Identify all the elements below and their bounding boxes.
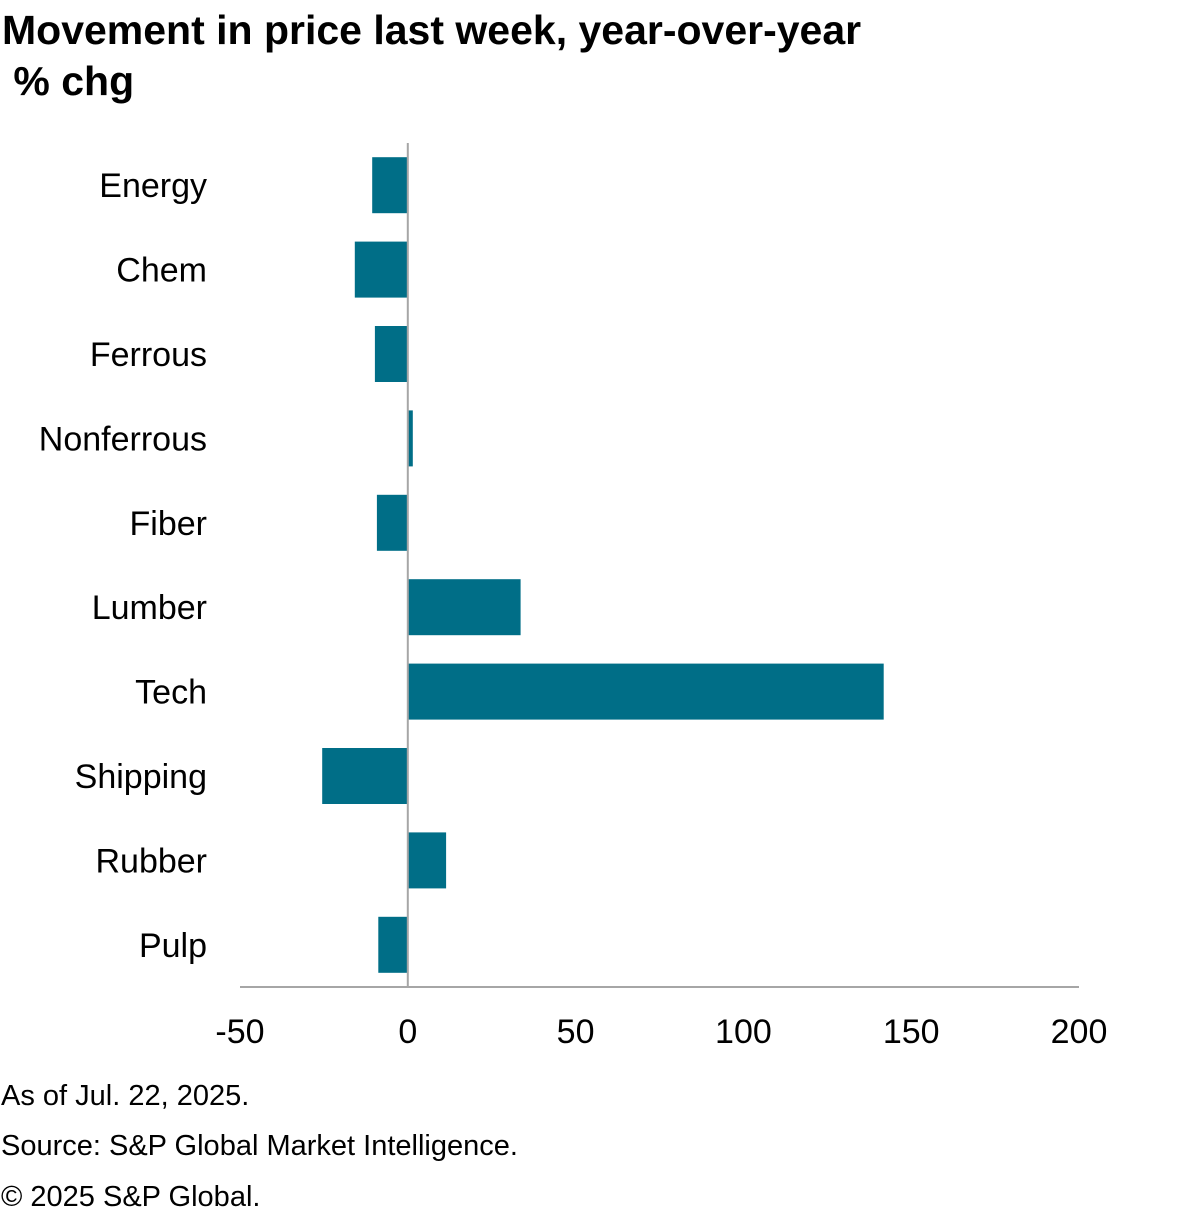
bar-tech (407, 663, 884, 720)
category-label: Pulp (139, 927, 207, 965)
x-tick-label: 100 (715, 1013, 772, 1051)
bar-shipping (322, 748, 408, 804)
bar-fiber (376, 494, 408, 551)
bar-chem (354, 241, 408, 298)
category-label: Lumber (92, 589, 207, 627)
bar-chart: Energy Chem Ferrous Nonferrous Fiber Lumber Te… (39, 143, 1108, 1051)
bar-energy (372, 157, 408, 214)
category-label: Tech (135, 674, 207, 712)
bar-pulp (378, 916, 408, 973)
category-label: Ferrous (90, 336, 207, 374)
x-tick-label: 0 (398, 1013, 417, 1051)
bar-rubber (407, 832, 447, 889)
copyright-note: © 2025 S&P Global. (1, 1181, 261, 1213)
category-label: Fiber (130, 505, 207, 543)
bar-ferrous (374, 326, 408, 382)
source-note: Source: S&P Global Market Intelligence. (1, 1130, 518, 1162)
chart-title: Movement in price last week, year-over-y… (2, 7, 862, 53)
category-label: Energy (99, 167, 207, 205)
x-tick-label: 50 (557, 1013, 595, 1051)
category-label: Shipping (75, 758, 207, 796)
category-label: Rubber (95, 842, 207, 880)
x-tick-label: -50 (215, 1013, 264, 1051)
category-label: Nonferrous (39, 420, 207, 458)
category-label: Chem (116, 252, 207, 290)
bar-lumber (407, 579, 521, 636)
x-tick-label: 200 (1051, 1013, 1108, 1051)
x-tick-label: 150 (883, 1013, 940, 1051)
chart-subtitle: % chg (2, 58, 135, 104)
bar-nonferrous (407, 410, 413, 467)
as-of-note: As of Jul. 22, 2025. (1, 1080, 250, 1112)
